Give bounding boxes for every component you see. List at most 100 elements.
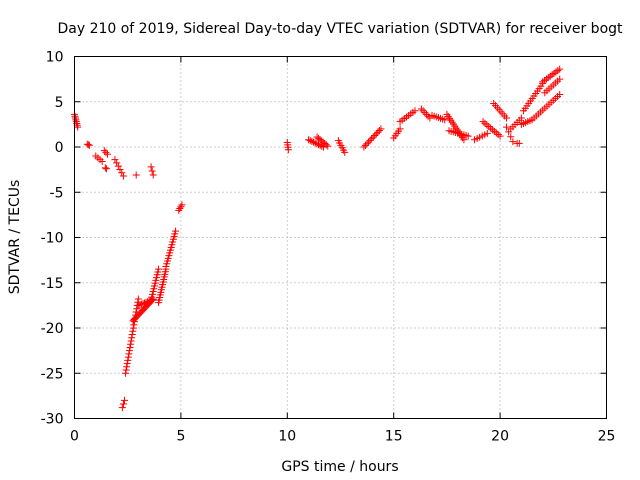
data-point	[119, 400, 127, 408]
data-point	[311, 139, 319, 147]
data-point	[139, 300, 147, 308]
data-point	[140, 299, 148, 307]
data-point	[122, 366, 130, 374]
data-point	[490, 127, 498, 135]
data-point	[98, 157, 106, 165]
data-point	[175, 206, 183, 214]
data-point	[464, 132, 472, 140]
data-point	[363, 140, 371, 148]
data-point	[124, 356, 132, 364]
data-point	[124, 353, 132, 361]
data-point	[137, 300, 145, 308]
data-point	[411, 107, 419, 115]
data-point	[118, 169, 126, 177]
data-point	[148, 167, 156, 175]
data-point	[102, 148, 110, 156]
data-point	[375, 127, 383, 135]
data-point	[125, 350, 133, 358]
data-point	[424, 112, 432, 120]
data-point	[422, 110, 430, 118]
data-point	[371, 131, 379, 139]
data-point	[368, 135, 376, 143]
x-tick-label: 0	[70, 429, 79, 445]
data-point	[132, 171, 140, 179]
data-point	[134, 301, 142, 309]
data-point	[113, 159, 121, 167]
y-tick-label: -25	[41, 366, 64, 382]
data-point	[441, 116, 449, 124]
data-point	[341, 148, 349, 156]
data-point	[417, 105, 425, 113]
data-point	[128, 331, 136, 339]
x-tick-label: 15	[385, 429, 403, 445]
data-point	[485, 122, 493, 130]
data-point	[483, 121, 491, 129]
y-tick-label: 10	[46, 50, 64, 66]
data-point	[494, 131, 502, 139]
x-tick-label: 25	[598, 429, 616, 445]
data-point	[556, 91, 564, 99]
data-point	[517, 114, 525, 122]
data-point	[483, 129, 491, 137]
y-axis-label: SDTVAR / TECUs	[7, 180, 23, 295]
data-point	[421, 109, 429, 117]
data-point	[556, 65, 564, 73]
data-point	[144, 298, 152, 306]
data-point	[111, 156, 119, 164]
data-point	[133, 305, 141, 313]
data-point	[502, 123, 510, 131]
data-point	[374, 128, 382, 136]
data-point	[479, 118, 487, 126]
y-tick-label: -10	[41, 231, 64, 247]
data-point	[136, 301, 144, 309]
data-point	[284, 146, 292, 154]
data-point	[119, 172, 127, 180]
data-point	[515, 139, 523, 147]
data-point	[315, 141, 323, 149]
data-point	[172, 227, 180, 235]
data-point	[85, 141, 93, 149]
y-tick-label: 5	[55, 95, 64, 111]
data-point	[324, 142, 332, 150]
data-point	[361, 141, 369, 149]
x-tick-label: 5	[176, 429, 185, 445]
data-point	[419, 107, 427, 115]
data-point	[305, 136, 313, 144]
data-point	[502, 114, 510, 122]
data-point	[121, 396, 129, 404]
data-point	[369, 133, 377, 141]
data-point	[123, 363, 131, 371]
data-point	[102, 165, 110, 173]
y-tick-label: 0	[55, 140, 64, 156]
data-point	[122, 369, 130, 377]
x-tick-label: 20	[491, 429, 509, 445]
data-point	[114, 162, 122, 170]
data-point	[492, 129, 500, 137]
data-point	[313, 140, 321, 148]
data-point	[366, 136, 374, 144]
data-point	[507, 133, 515, 141]
data-point	[142, 298, 150, 306]
plot-frame	[74, 56, 607, 419]
data-point	[101, 164, 109, 172]
data-point	[149, 171, 157, 179]
data-point	[125, 347, 133, 355]
data-point	[118, 404, 126, 412]
data-point	[155, 265, 163, 273]
chart-title: Day 210 of 2019, Sidereal Day-to-day VTE…	[57, 21, 623, 37]
data-point	[103, 150, 111, 158]
data-point	[377, 125, 385, 133]
axis-ticks: 0 5 10 15 20 25 10 5 0 -5 -10 -15 -20 -25 -30	[41, 50, 616, 445]
y-tick-label: -30	[41, 412, 64, 428]
data-point	[116, 165, 124, 173]
data-point	[127, 337, 135, 345]
data-point	[178, 201, 186, 209]
data-point	[360, 143, 368, 151]
y-tick-label: -5	[50, 185, 64, 201]
data-point	[487, 124, 495, 132]
data-point	[556, 75, 564, 83]
data-point	[481, 119, 489, 127]
y-tick-label: -15	[41, 276, 64, 292]
data-point	[129, 327, 137, 335]
